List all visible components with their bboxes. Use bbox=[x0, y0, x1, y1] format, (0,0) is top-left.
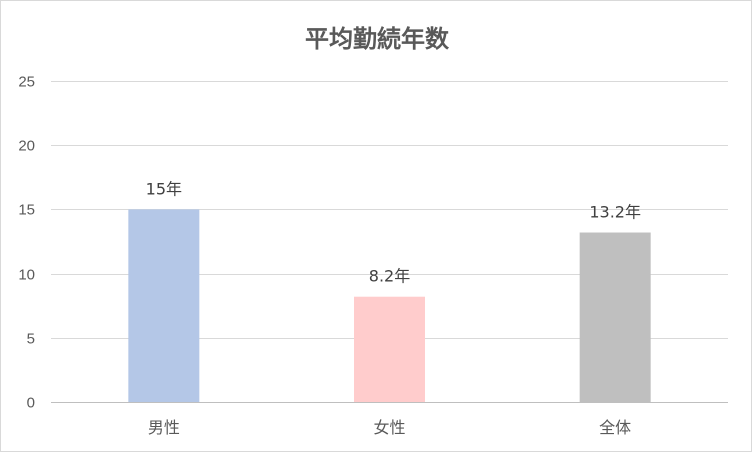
y-tick-label: 25 bbox=[18, 74, 35, 91]
x-tick-label: 男性 bbox=[148, 418, 180, 437]
chart-title: 平均勤続年数 bbox=[305, 25, 450, 53]
bar bbox=[128, 209, 200, 402]
x-axis-ticks: 男性 女性 全体 bbox=[148, 418, 631, 437]
y-tick-label: 15 bbox=[18, 202, 35, 219]
bar bbox=[354, 296, 425, 402]
y-axis-ticks: 0 5 10 15 20 25 bbox=[18, 74, 35, 412]
y-tick-label: 0 bbox=[27, 395, 35, 412]
data-label: 8.2年 bbox=[369, 267, 410, 286]
bar bbox=[579, 232, 651, 402]
data-label: 13.2年 bbox=[589, 203, 641, 222]
data-label: 15年 bbox=[146, 179, 182, 198]
y-tick-label: 5 bbox=[27, 331, 35, 348]
y-tick-label: 20 bbox=[18, 138, 35, 155]
y-tick-label: 10 bbox=[18, 267, 35, 284]
data-labels: 15年 8.2年 13.2年 bbox=[146, 179, 641, 285]
x-tick-label: 女性 bbox=[373, 418, 405, 437]
bars bbox=[128, 209, 651, 402]
x-tick-label: 全体 bbox=[599, 418, 631, 437]
